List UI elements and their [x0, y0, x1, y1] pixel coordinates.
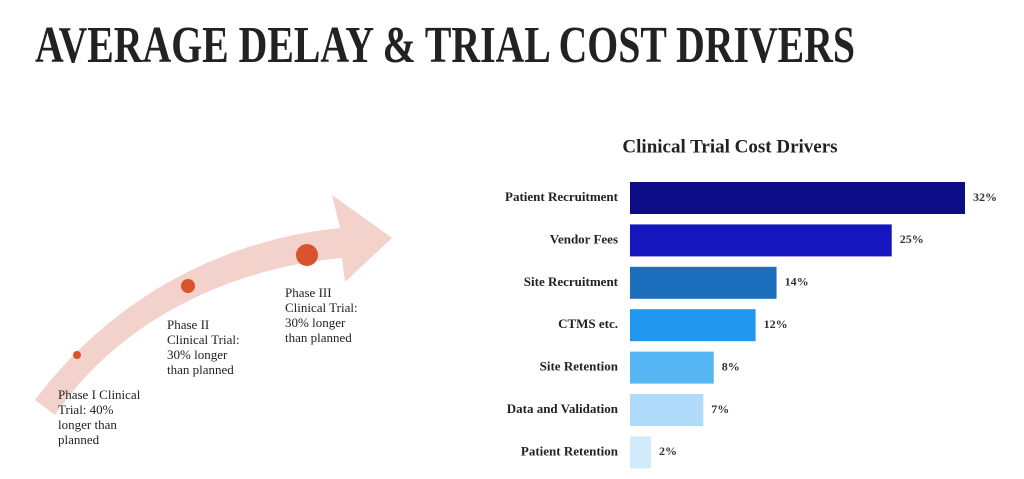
phase-dot — [73, 351, 81, 359]
value-label: 25% — [900, 232, 924, 246]
value-label: 7% — [711, 402, 729, 416]
bar — [630, 182, 965, 214]
phase-dot — [181, 279, 195, 293]
value-label: 8% — [722, 359, 740, 373]
phase-text: Phase II — [167, 317, 209, 332]
category-label: Vendor Fees — [550, 231, 618, 246]
phase-text: Phase I Clinical — [58, 387, 141, 402]
value-label: 32% — [973, 190, 997, 204]
chart-title: Clinical Trial Cost Drivers — [622, 136, 837, 157]
phase-dot — [296, 244, 318, 266]
bar — [630, 436, 651, 469]
phase-text: Phase III — [285, 285, 332, 300]
phase-text: Clinical Trial: — [285, 300, 358, 315]
phase-text: planned — [58, 432, 100, 447]
phase-text: longer than — [58, 417, 117, 432]
value-label: 2% — [659, 444, 677, 458]
category-label: Data and Validation — [507, 401, 619, 416]
phase-text: than planned — [167, 362, 234, 377]
phase-text: 30% longer — [285, 315, 346, 330]
bar — [630, 309, 756, 342]
bar — [630, 266, 777, 299]
phase-text: Clinical Trial: — [167, 332, 240, 347]
phase-text: than planned — [285, 330, 352, 345]
slide-title: AVERAGE DELAY & TRIAL COST DRIVERS — [35, 17, 855, 74]
value-label: 12% — [764, 317, 788, 331]
category-label: Patient Retention — [521, 443, 619, 458]
category-label: Site Retention — [540, 359, 619, 374]
phase-text: Trial: 40% — [58, 402, 114, 417]
category-label: Patient Recruitment — [505, 189, 619, 204]
category-label: CTMS etc. — [558, 316, 618, 331]
phase-text: 30% longer — [167, 347, 228, 362]
bar — [630, 394, 704, 426]
value-label: 14% — [785, 275, 809, 289]
bar — [630, 351, 714, 384]
bar — [630, 224, 892, 257]
category-label: Site Recruitment — [524, 274, 619, 289]
